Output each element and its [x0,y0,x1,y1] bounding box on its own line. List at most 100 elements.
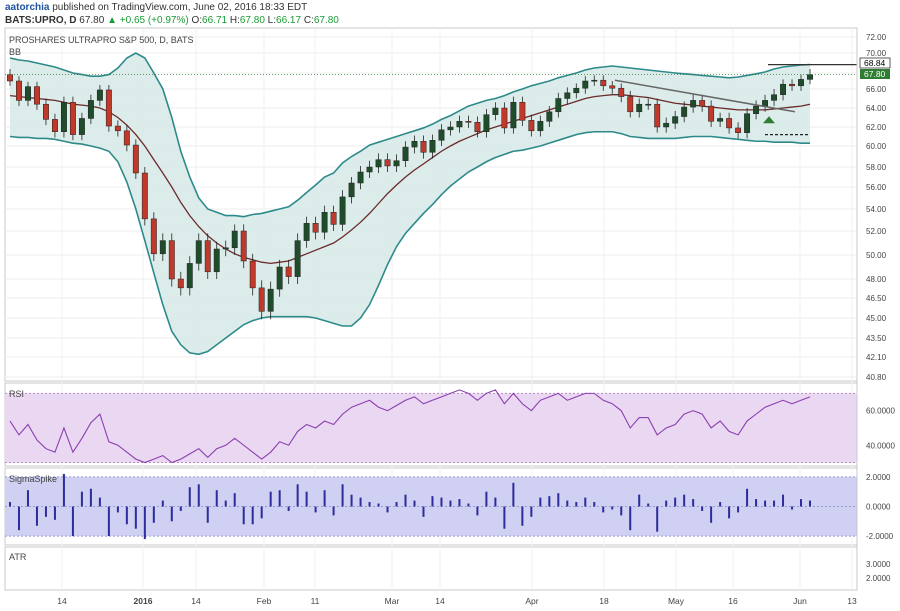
candle-body [285,266,292,277]
y-tick-label: 60.00 [866,142,887,151]
sigma-bar [530,506,533,517]
x-tick-label: Mar [385,596,400,606]
candle-body [393,160,400,167]
sigma-bar [458,499,461,507]
sigma-bar [332,506,335,516]
sigma-bar [809,500,811,507]
y-tick-label: 62.00 [866,123,887,132]
candle-body [771,94,777,101]
sigma-bar [440,497,443,507]
main-pane-title: PROSHARES ULTRAPRO S&P 500, D, BATS [9,35,194,45]
candle-body [384,159,391,167]
sigma-bar [395,502,398,507]
sigma-bar [377,503,380,507]
sigma-bar [125,506,128,525]
x-tick-label: 11 [311,596,320,606]
bb-label: BB [9,47,21,57]
sigma-bar [746,488,749,507]
sigma-tick-label: 0.0000 [866,503,891,512]
sigma-bar [296,484,299,507]
sigma-bar [269,491,272,507]
candle-body [294,240,301,277]
sigma-bar [449,500,452,507]
sigma-tick-label: -2.0000 [866,532,894,541]
buy-signal-icon [763,116,775,124]
author-link[interactable]: aatorchia [5,2,50,13]
x-tick-label: May [668,596,685,606]
symbol-name: BATS:UPRO, D [5,15,77,26]
sigma-bar [35,506,38,526]
y-tick-label: 58.00 [866,163,887,172]
candle-body [34,86,40,105]
sigma-bar [179,506,182,511]
rsi-series [5,389,857,464]
sigma-bar [233,493,236,507]
candle-body [330,212,337,225]
candle-body [618,87,625,97]
atr-tick-label: 3.0000 [866,560,891,569]
candle-body [60,102,67,133]
sigma-bar [323,490,326,507]
sigma-bar [476,506,479,516]
candle-body [789,83,795,87]
sigma-bar [44,506,47,517]
sigma-bar [17,506,20,531]
sigma-bar [224,500,227,507]
candle-body [438,129,445,141]
candle-body [708,105,715,122]
close-label: C: [303,15,314,26]
candle-body [204,240,211,273]
sigma-bar [602,506,605,513]
close-value: 67.80 [313,15,339,26]
candle-body [546,111,553,122]
candle-body [249,260,256,289]
sigma-bar [278,490,281,507]
sigma-bar [737,506,740,513]
low-label: L: [267,15,277,26]
candle-body [492,107,499,115]
sigma-bar [701,506,704,511]
bb-fill [10,53,810,355]
sigma-bar [62,473,65,507]
sigma-bar [692,499,695,507]
sigma-bar [719,502,722,507]
candle-body [348,182,355,198]
candle-body [240,230,247,262]
change-arrow-icon: ▲ [107,15,117,26]
sigma-bar [26,490,29,507]
sigma-bar [350,494,353,507]
y-tick-label: 42.10 [866,353,887,362]
sigma-bar [197,484,200,507]
candle-body [681,106,688,117]
candle-body [690,100,697,108]
sigma-bar [359,497,362,507]
sigma-bar [116,506,119,513]
candle-body [339,196,346,225]
sigma-bar [242,506,245,525]
sigma-bar [656,506,659,532]
candle-body [69,102,76,135]
sigma-bar [638,494,641,507]
candle-body [132,144,139,174]
candle-body [798,79,804,87]
sigma-bar [710,506,713,523]
candle-body [600,79,607,87]
atr-pane[interactable] [4,546,858,591]
bb-middle-line [9,94,811,265]
sigma-bar [512,482,515,507]
candle-body [168,240,175,280]
candle-body [555,98,562,113]
sigma-bar [287,506,290,511]
candle-body [636,103,643,113]
sigma-bar [611,506,614,510]
sigma-series [5,473,857,540]
candle-body [807,74,813,80]
y-tick-label: 50.00 [866,251,887,260]
sigma-tick-label: 2.0000 [866,473,891,482]
candle-body [501,107,508,129]
bb-lower-line [9,130,810,356]
candle-body [483,114,490,133]
x-tick-label: Feb [257,596,272,606]
open-label: O: [191,15,203,26]
